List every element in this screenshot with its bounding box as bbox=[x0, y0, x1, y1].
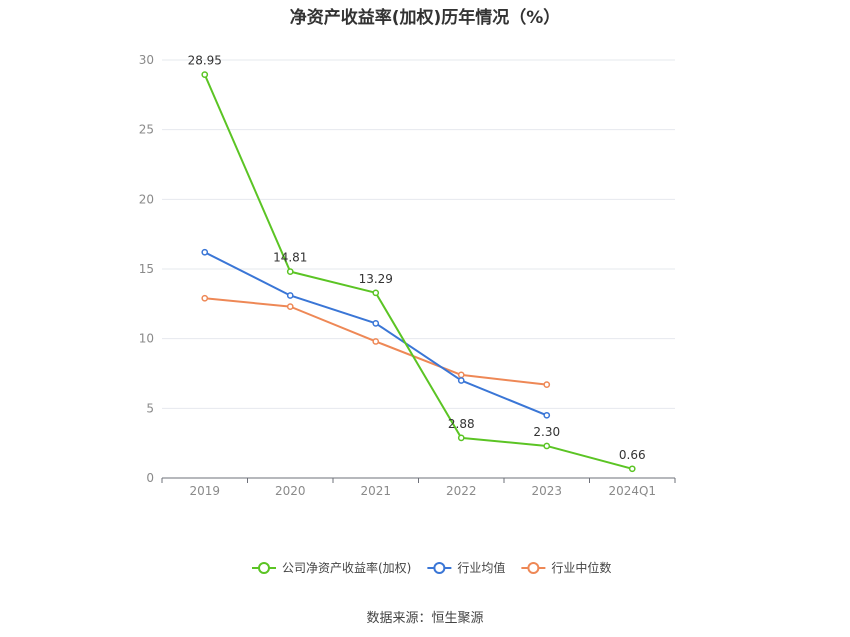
data-label: 2.88 bbox=[448, 417, 475, 431]
x-axis: 2019 2020 2021 2022 2023 2024Q1 bbox=[161, 477, 676, 498]
data-point bbox=[286, 303, 294, 310]
y-tick-label: 20 bbox=[139, 192, 154, 206]
legend: 公司净资产收益率(加权) 行业均值 行业中位数 bbox=[252, 560, 611, 575]
data-point bbox=[372, 338, 380, 345]
y-tick-label: 10 bbox=[139, 332, 154, 346]
data-point bbox=[628, 465, 636, 473]
data-label: 13.29 bbox=[359, 272, 393, 286]
data-point bbox=[201, 248, 209, 256]
legend-swatch-marker bbox=[258, 562, 270, 574]
grid-lines bbox=[162, 59, 675, 409]
y-tick-label: 0 bbox=[146, 471, 154, 485]
series-group bbox=[201, 71, 636, 473]
y-tick-label: 25 bbox=[139, 123, 154, 137]
data-point bbox=[201, 294, 209, 302]
data-point bbox=[543, 411, 551, 419]
y-tick-label: 15 bbox=[139, 262, 154, 276]
data-point bbox=[286, 292, 294, 299]
data-label: 28.95 bbox=[188, 54, 222, 68]
x-tick-label: 2020 bbox=[275, 484, 306, 498]
data-point bbox=[286, 268, 294, 275]
chart-title: 净资产收益率(加权)历年情况（%） bbox=[289, 8, 561, 28]
legend-label: 行业均值 bbox=[457, 560, 505, 575]
data-label: 0.66 bbox=[619, 448, 646, 462]
legend-swatch-marker bbox=[433, 562, 446, 574]
legend-swatch-marker bbox=[527, 562, 540, 574]
data-point bbox=[543, 442, 551, 450]
data-point bbox=[372, 289, 380, 297]
legend-label: 公司净资产收益率(加权) bbox=[282, 560, 411, 575]
data-point bbox=[457, 377, 465, 384]
x-tick-label: 2023 bbox=[531, 484, 562, 498]
x-tick-label: 2019 bbox=[189, 484, 220, 498]
series-line bbox=[203, 74, 633, 470]
data-point bbox=[543, 381, 551, 388]
data-source: 数据来源：恒生聚源 bbox=[366, 611, 484, 626]
x-tick-label: 2021 bbox=[360, 484, 391, 498]
data-point bbox=[372, 319, 380, 327]
data-point bbox=[457, 434, 465, 442]
x-tick-label: 2022 bbox=[446, 484, 477, 498]
data-label: 14.81 bbox=[273, 251, 307, 265]
y-tick-label: 30 bbox=[139, 53, 154, 67]
y-axis-ticks: 0 5 10 15 20 25 30 bbox=[139, 53, 154, 485]
data-point bbox=[201, 71, 209, 78]
x-tick-label: 2024Q1 bbox=[608, 484, 656, 498]
legend-label: 行业中位数 bbox=[551, 560, 611, 575]
data-label: 2.30 bbox=[533, 425, 560, 439]
data-labels: 28.95 14.81 13.29 2.88 2.30 0.66 bbox=[188, 54, 646, 462]
data-point bbox=[457, 371, 465, 379]
y-tick-label: 5 bbox=[146, 401, 154, 415]
